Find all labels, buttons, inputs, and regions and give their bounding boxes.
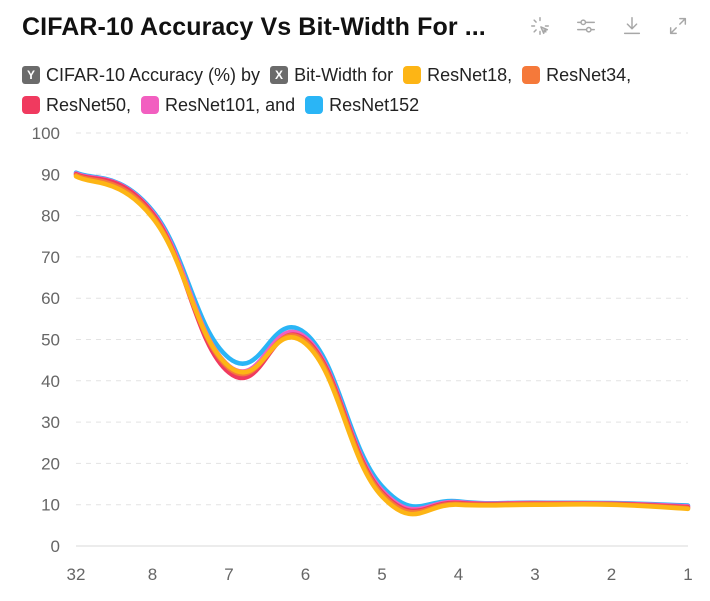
legend-item-resnet152[interactable]: ResNet152 xyxy=(305,90,419,120)
legend-swatch-resnet34 xyxy=(522,66,541,84)
x-tick-label: 5 xyxy=(377,565,386,584)
sliders-icon[interactable] xyxy=(572,12,600,40)
y-tick-label: 40 xyxy=(41,372,60,391)
legend-item-resnet18[interactable]: ResNet18, xyxy=(403,60,512,90)
legend-swatch-resnet18 xyxy=(403,66,422,84)
legend-y-text: CIFAR-10 Accuracy (%) by xyxy=(46,65,261,85)
chart-toolbar xyxy=(526,12,692,40)
series-line-resnet101 xyxy=(73,171,691,512)
x-tick-label: 7 xyxy=(224,565,233,584)
x-tick-label: 4 xyxy=(454,565,463,584)
y-tick-label: 30 xyxy=(41,413,60,432)
legend-item-resnet50[interactable]: ResNet50, xyxy=(22,90,131,120)
y-tick-label: 100 xyxy=(32,124,60,143)
y-tick-label: 80 xyxy=(41,207,60,226)
legend-label-resnet18: ResNet18, xyxy=(427,65,513,85)
y-tick-label: 60 xyxy=(41,289,60,308)
legend-y-axis: Y CIFAR-10 Accuracy (%) by xyxy=(22,60,260,90)
y-tick-label: 0 xyxy=(51,537,60,556)
y-tick-label: 70 xyxy=(41,248,60,267)
series-line-resnet50 xyxy=(73,172,691,514)
download-icon[interactable] xyxy=(618,12,646,40)
x-tick-label: 6 xyxy=(301,565,310,584)
x-axis-badge: X xyxy=(270,66,289,84)
y-axis-badge: Y xyxy=(22,66,40,84)
legend-swatch-resnet152 xyxy=(305,96,324,114)
series-line-resnet18 xyxy=(73,174,691,517)
legend-label-resnet34: ResNet34, xyxy=(546,65,632,85)
y-tick-label: 90 xyxy=(41,165,60,184)
expand-icon[interactable] xyxy=(664,12,692,40)
chart-legend: Y CIFAR-10 Accuracy (%) by X Bit-Width f… xyxy=(22,60,702,120)
chart-title: CIFAR-10 Accuracy Vs Bit-Width For ... xyxy=(22,12,486,41)
x-tick-label: 3 xyxy=(530,565,539,584)
legend-item-resnet34[interactable]: ResNet34, xyxy=(522,60,631,90)
x-tick-label: 1 xyxy=(683,565,692,584)
x-tick-label: 32 xyxy=(67,565,86,584)
series-line-resnet34 xyxy=(73,172,691,515)
legend-x-text: Bit-Width for xyxy=(294,65,394,85)
chart-header: CIFAR-10 Accuracy Vs Bit-Width For ... xyxy=(22,8,692,46)
sparkle-cursor-icon[interactable] xyxy=(526,12,554,40)
legend-x-axis: X Bit-Width for xyxy=(270,60,393,90)
legend-label-resnet152: ResNet152 xyxy=(329,95,420,115)
legend-label-resnet101: ResNet101, and xyxy=(165,95,296,115)
x-tick-label: 8 xyxy=(148,565,157,584)
legend-swatch-resnet101 xyxy=(141,96,160,114)
legend-label-resnet50: ResNet50, xyxy=(46,95,132,115)
y-tick-label: 50 xyxy=(41,331,60,350)
legend-swatch-resnet50 xyxy=(22,96,40,114)
y-tick-label: 10 xyxy=(41,496,60,515)
x-tick-label: 2 xyxy=(607,565,616,584)
legend-item-resnet101[interactable]: ResNet101, and xyxy=(141,90,295,120)
y-tick-label: 20 xyxy=(41,454,60,473)
